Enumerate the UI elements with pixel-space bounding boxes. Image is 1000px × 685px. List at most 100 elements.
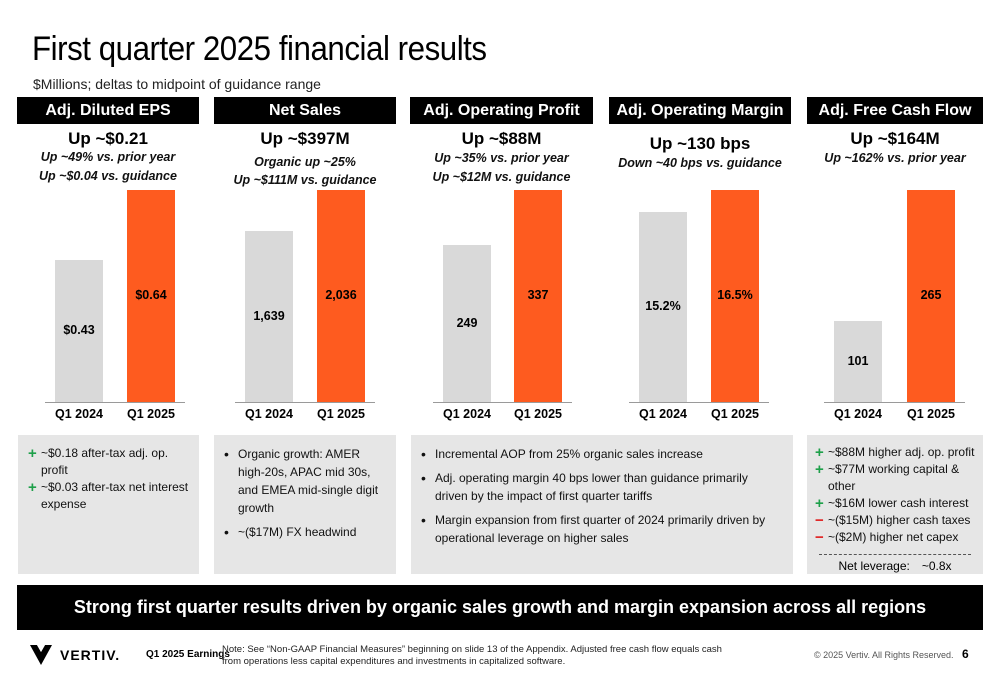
chart-header: Adj. Operating Profit [410, 97, 593, 124]
summary-banner: Strong first quarter results driven by o… [17, 585, 983, 630]
bullet-icon: • [224, 446, 229, 462]
x-tick-label: Q1 2025 [127, 407, 175, 421]
driver-item: − ~($15M) higher cash taxes [815, 512, 975, 529]
bar-q1-2025 [317, 190, 365, 402]
net-leverage-value: ~0.8x [921, 559, 952, 573]
bullet-icon: • [421, 446, 426, 462]
driver-item: + ~$0.18 after-tax adj. op. profit [28, 445, 189, 479]
x-axis-line [235, 402, 375, 403]
chart-subline: Up ~35% vs. prior year [434, 151, 569, 165]
fcf-drivers-box: + ~$88M higher adj. op. profit + ~$77M work… [807, 435, 983, 574]
chart-subline: Up ~162% vs. prior year [824, 151, 966, 165]
chart-subline: Up ~$0.04 vs. guidance [39, 169, 177, 183]
chart-header: Adj. Free Cash Flow [807, 97, 983, 124]
bar-value-label: 16.5% [717, 288, 753, 302]
footer-copyright: © 2025 Vertiv. All Rights Reserved. [814, 650, 954, 660]
bullet-text: Incremental AOP from 25% organic sales i… [435, 447, 703, 461]
bullet-text: Adj. operating margin 40 bps lower than … [435, 471, 748, 503]
page-subtitle: $Millions; deltas to midpoint of guidanc… [33, 76, 321, 92]
minus-icon: − [815, 529, 824, 546]
aop-drivers-box: • Incremental AOP from 25% organic sales … [411, 435, 793, 574]
bullet-item: • Margin expansion from first quarter of … [421, 511, 783, 547]
divider [819, 554, 971, 555]
bar-value-label: 249 [456, 315, 478, 330]
sales-drivers-box: • Organic growth: AMER high-20s, APAC mid… [214, 435, 396, 574]
chart-header: Adj. Diluted EPS [17, 97, 199, 124]
minus-icon: − [815, 512, 824, 529]
driver-item: + ~$88M higher adj. op. profit [815, 444, 975, 461]
net-leverage: Net leverage: ~0.8x [815, 559, 975, 573]
bar-value-label: 15.2% [645, 299, 681, 314]
bullet-text: Margin expansion from first quarter of 2… [435, 513, 766, 545]
eps-drivers-box: + ~$0.18 after-tax adj. op. profit + ~$0.03… [18, 435, 199, 574]
footer-earnings: Q1 2025 Earnings [146, 649, 230, 660]
x-axis-line [824, 402, 965, 403]
driver-item: − ~($2M) higher net capex [815, 529, 975, 546]
bar-q1-2025 [514, 190, 562, 402]
bar-q1-2024 [245, 231, 293, 402]
chart-headline: Up ~130 bps [649, 134, 751, 153]
x-tick-label: Q1 2025 [907, 407, 955, 421]
x-tick-label: Q1 2024 [55, 407, 103, 421]
bullet-item: • Incremental AOP from 25% organic sales … [421, 445, 783, 463]
plus-icon: + [28, 445, 37, 462]
x-tick-label: Q1 2024 [245, 407, 293, 421]
page-number: 6 [962, 647, 969, 661]
bar-value-label: 337 [527, 288, 549, 302]
bar-value-label: 1,639 [253, 308, 285, 323]
bar-q1-2025 [907, 190, 955, 402]
x-tick-label: Q1 2024 [443, 407, 491, 421]
bullet-item: • Adj. operating margin 40 bps lower than… [421, 469, 783, 505]
chart-subline: Down ~40 bps vs. guidance [618, 156, 782, 170]
x-tick-label: Q1 2025 [317, 407, 365, 421]
plus-icon: + [815, 495, 824, 512]
bar-value-label: 101 [847, 353, 869, 368]
bullet-icon: • [421, 470, 426, 486]
bullet-icon: • [224, 524, 229, 540]
x-tick-label: Q1 2024 [834, 407, 882, 421]
chart-headline: Up ~$397M [260, 129, 350, 148]
chart-subline: Up ~$12M vs. guidance [432, 170, 571, 184]
driver-text: ~($15M) higher cash taxes [828, 513, 971, 527]
bar-value-label: 265 [920, 288, 942, 302]
bar-q1-2024 [834, 321, 882, 402]
driver-text: ~$16M lower cash interest [828, 496, 969, 510]
chart-subline: Up ~$111M vs. guidance [233, 173, 377, 187]
driver-text: ~$88M higher adj. op. profit [828, 445, 975, 459]
bullet-icon: • [421, 512, 426, 528]
chart-header: Net Sales [214, 97, 396, 124]
bullet-item: • ~($17M) FX headwind [224, 523, 386, 541]
chart-subline: Up ~49% vs. prior year [40, 150, 176, 164]
net-leverage-label: Net leverage: [838, 559, 910, 573]
x-tick-label: Q1 2025 [514, 407, 562, 421]
chart-headline: Up ~$164M [850, 129, 940, 148]
plus-icon: + [28, 479, 37, 496]
driver-text: ~$77M working capital & other [828, 462, 960, 493]
driver-item: + ~$16M lower cash interest [815, 495, 975, 512]
driver-item: + ~$77M working capital & other [815, 461, 975, 495]
x-axis-line [433, 402, 572, 403]
footer-note: Note: See “Non-GAAP Financial Measures” … [222, 644, 722, 667]
bar-q1-2024 [639, 212, 687, 402]
plus-icon: + [815, 444, 824, 461]
plus-icon: + [815, 461, 824, 478]
chart-header: Adj. Operating Margin [609, 97, 791, 124]
bar-q1-2025 [127, 190, 175, 402]
chart-headline: Up ~$0.21 [68, 129, 148, 148]
bar-value-label: 2,036 [325, 288, 357, 302]
x-tick-label: Q1 2025 [711, 407, 759, 421]
bar-q1-2025 [711, 190, 759, 402]
driver-item: + ~$0.03 after-tax net interest expense [28, 479, 189, 513]
vertiv-logo: VERTIV. [30, 645, 120, 665]
bar-q1-2024 [55, 259, 103, 402]
bar-q1-2024 [443, 245, 491, 402]
bar-value-label: $0.64 [135, 288, 167, 302]
driver-text: ~$0.03 after-tax net interest expense [41, 480, 189, 511]
bullet-text: ~($17M) FX headwind [238, 525, 357, 539]
x-tick-label: Q1 2024 [639, 407, 687, 421]
chart-subline: Organic up ~25% [254, 155, 356, 169]
bar-value-label: $0.43 [63, 322, 95, 337]
x-axis-line [629, 402, 769, 403]
logo-text: VERTIV. [60, 647, 121, 663]
bullet-item: • Organic growth: AMER high-20s, APAC mid… [224, 445, 386, 517]
